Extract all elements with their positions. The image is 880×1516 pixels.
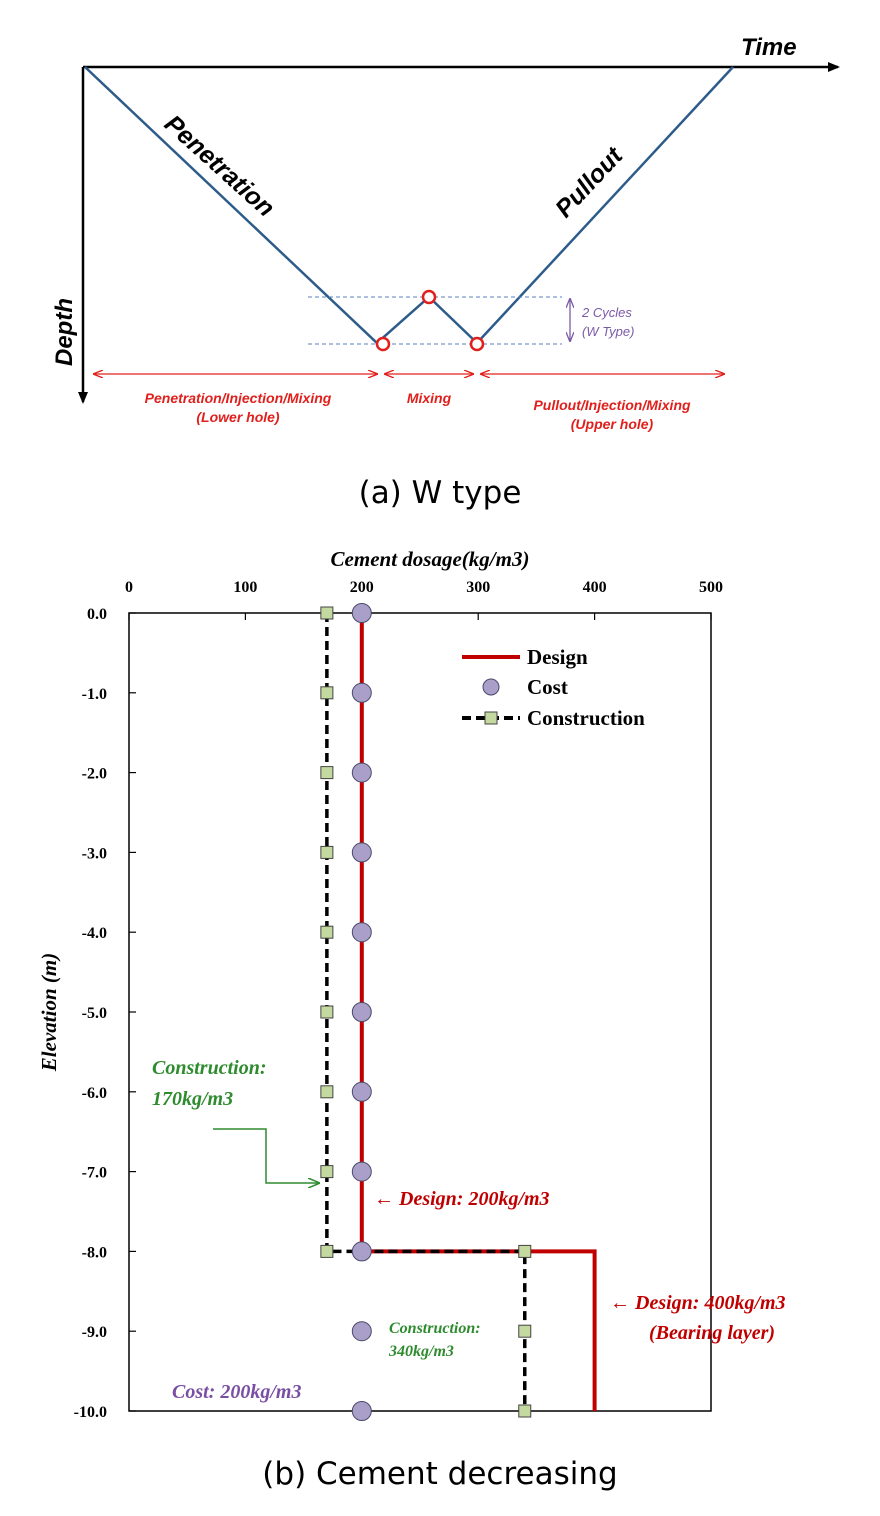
y-tick-label: -5.0 [82,1005,107,1022]
cost-point [351,1321,372,1342]
x-tick-label: 200 [350,579,374,596]
construction-point [320,925,334,939]
cost-point [351,1241,372,1262]
y-tick-label: -3.0 [82,845,107,862]
y-tick-label: -10.0 [74,1404,107,1421]
cost-point [351,1002,372,1022]
cost-point [351,1401,372,1421]
x-tick-label: 500 [699,579,723,596]
y-tick-label: -6.0 [82,1085,107,1102]
annotation-construction-340: Construction: [389,1320,481,1337]
annotation-construction-170: Construction: [152,1057,266,1079]
annotation-design-200: ← Design: 200kg/m3 [374,1188,550,1210]
construction-point [320,1085,334,1099]
cost-point [351,922,372,943]
construction-line [325,613,527,1411]
construction-point [320,1244,334,1258]
diagram-w-type: Time Depth Penetration Pullout 2 Cycles … [51,34,840,511]
legend-construction-marker [484,711,498,725]
penetration-label: Penetration [159,110,280,223]
legend-construction-label: Construction [527,706,645,730]
x-tick-label: 100 [233,579,257,596]
construction-point [320,606,334,620]
y-tick-label: -4.0 [82,925,107,942]
cost-point [351,842,372,863]
y-axis: 0.0 -1.0 -2.0 -3.0 -4.0 -5.0 -6.0 -7.0 -8.0 -9.0 -… [74,606,136,1421]
annotation-construction-170-value: 170kg/m3 [152,1088,233,1110]
construction-point [320,1165,334,1179]
construction-point [518,1404,532,1418]
depth-label: Depth [51,298,78,366]
phase-penetration-sublabel: (Lower hole) [196,409,280,425]
phase-pullout-label: Pullout/Injection/Mixing [533,397,691,413]
y-tick-label: -8.0 [82,1244,107,1261]
annotation-cost-200: Cost: 200kg/m3 [172,1381,301,1403]
legend-design-label: Design [527,645,588,669]
turn-point-marker [421,289,437,305]
legend-cost-label: Cost [527,675,568,699]
legend-cost-swatch [482,678,500,696]
turn-point-marker [469,336,485,352]
cycles-label-type: (W Type) [582,324,634,339]
x-tick-label: 300 [466,579,490,596]
caption-a: (a) W type [359,475,522,511]
time-label: Time [741,34,797,61]
pullout-label: Pullout [550,141,629,223]
x-tick-label: 0 [125,579,133,596]
y-tick-label: -9.0 [82,1324,107,1341]
phase-penetration-label: Penetration/Injection/Mixing [145,390,332,406]
cost-point [351,682,372,703]
cost-point [351,1161,372,1182]
chart-title: Cement dosage(kg/m3) [331,547,530,571]
chart-cement-decreasing: Cement dosage(kg/m3) 0 100 200 300 400 500 0.… [37,547,786,1492]
phase-pullout-sublabel: (Upper hole) [571,416,654,432]
annotation-construction-340-value: 340kg/m3 [388,1343,454,1360]
y-tick-label: 0.0 [87,606,107,623]
cycles-label: 2 Cycles [581,305,632,320]
phase-mixing-label: Mixing [407,390,452,406]
annotation-design-400-layer: (Bearing layer) [649,1322,775,1344]
y-tick-label: -2.0 [82,766,107,783]
caption-b: (b) Cement decreasing [262,1456,617,1492]
w-type-path [84,66,734,345]
y-axis-label: Elevation (m) [37,953,61,1072]
annotation-construction-170-arrow [213,1128,319,1183]
construction-point [320,1005,334,1019]
construction-point [518,1244,532,1258]
x-tick-label: 400 [583,579,607,596]
construction-point [320,686,334,700]
legend: Design Cost Construction [462,645,645,730]
y-tick-label: -7.0 [82,1165,107,1182]
series-layer [320,603,597,1421]
annotation-design-400: ← Design: 400kg/m3 [610,1292,786,1314]
y-tick-label: -1.0 [82,686,107,703]
cost-point [351,1081,372,1102]
design-line [359,613,597,1411]
construction-point [320,845,334,859]
x-axis: 0 100 200 300 400 500 [125,579,723,620]
construction-point [518,1324,532,1338]
construction-point [320,766,334,780]
turn-point-marker [375,336,391,352]
cost-point [351,603,372,623]
cost-point [351,762,372,783]
